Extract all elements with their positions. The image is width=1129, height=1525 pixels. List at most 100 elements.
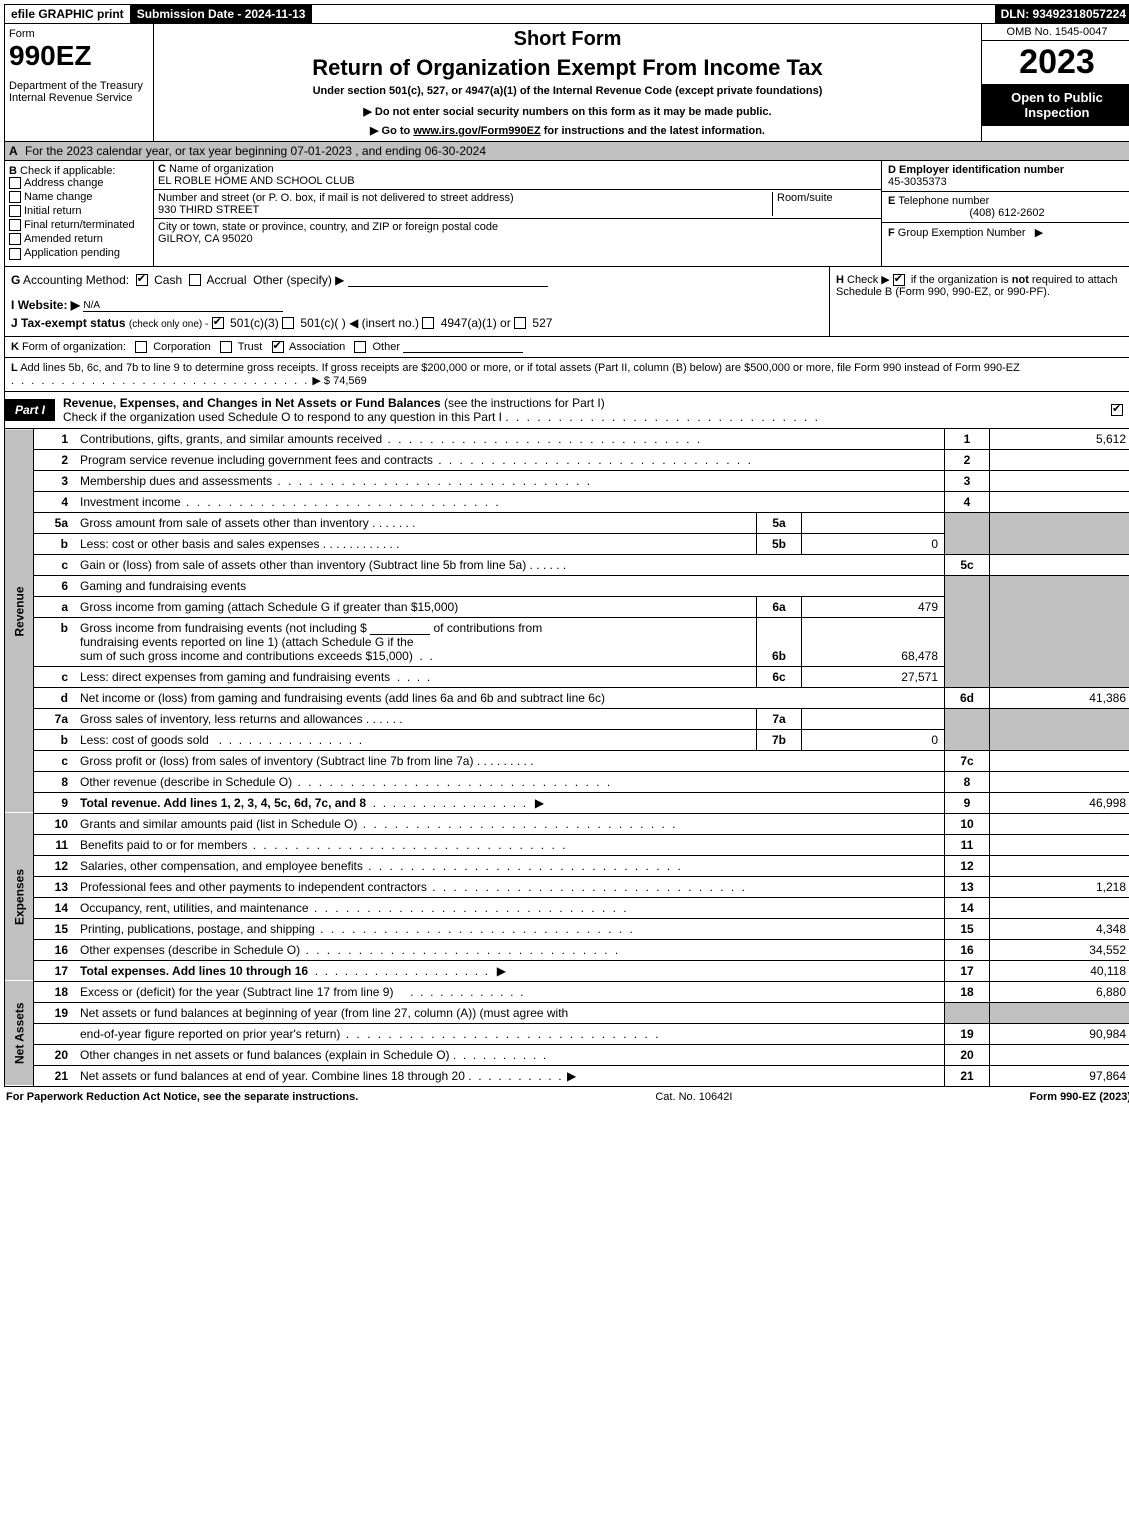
opt-address: Address change xyxy=(24,177,104,189)
l12-no: 12 xyxy=(34,855,75,876)
tax-year: 2023 xyxy=(982,41,1129,84)
row-a: A For the 2023 calendar year, or tax yea… xyxy=(4,142,1129,161)
l11-no: 11 xyxy=(34,834,75,855)
d-heading: Employer identification number xyxy=(899,164,1064,176)
line-5a: 5a Gross amount from sale of assets othe… xyxy=(5,512,1129,533)
l16-no: 16 xyxy=(34,939,75,960)
short-form-title: Short Form xyxy=(162,28,973,51)
l9-col: 9 xyxy=(945,792,990,813)
l15-val: 4,348 xyxy=(990,918,1129,939)
checkbox-part1-scho[interactable] xyxy=(1111,404,1123,416)
checkbox-name-change[interactable] xyxy=(9,191,21,203)
irs-link[interactable]: www.irs.gov/Form990EZ xyxy=(413,125,540,137)
l6b-desc-mid: of contributions from xyxy=(434,621,543,635)
checkbox-501c3[interactable] xyxy=(212,317,224,329)
opt-amended: Amended return xyxy=(24,233,103,245)
label-d: D xyxy=(888,164,896,176)
org-name: EL ROBLE HOME AND SCHOOL CLUB xyxy=(158,175,355,187)
dept-line-2: Internal Revenue Service xyxy=(9,92,149,104)
l21-desc: Net assets or fund balances at end of ye… xyxy=(80,1069,465,1083)
l20-no: 20 xyxy=(34,1044,75,1065)
page-footer: For Paperwork Reduction Act Notice, see … xyxy=(4,1087,1129,1103)
l3-dots xyxy=(272,474,592,488)
line-5c: c Gain or (loss) from sale of assets oth… xyxy=(5,554,1129,575)
l14-desc: Occupancy, rent, utilities, and maintena… xyxy=(80,901,309,915)
l5b-no: b xyxy=(34,533,75,554)
g-other-input[interactable] xyxy=(348,286,548,287)
l3-no: 3 xyxy=(34,470,75,491)
checkbox-4947[interactable] xyxy=(422,317,434,329)
l19-desc2: end-of-year figure reported on prior yea… xyxy=(80,1027,340,1041)
l8-col: 8 xyxy=(945,771,990,792)
l6d-no: d xyxy=(34,687,75,708)
omb-number: OMB No. 1545-0047 xyxy=(982,24,1129,41)
checkbox-527[interactable] xyxy=(514,317,526,329)
efile-label[interactable]: efile GRAPHIC print xyxy=(5,5,131,23)
checkbox-initial-return[interactable] xyxy=(9,205,21,217)
checkbox-amended[interactable] xyxy=(9,233,21,245)
line-7a: 7a Gross sales of inventory, less return… xyxy=(5,708,1129,729)
l19-no: 19 xyxy=(34,1002,75,1023)
line-9: 9 Total revenue. Add lines 1, 2, 3, 4, 5… xyxy=(5,792,1129,813)
g-accrual: Accrual xyxy=(206,273,246,287)
l13-val: 1,218 xyxy=(990,876,1129,897)
checkbox-h[interactable] xyxy=(893,274,905,286)
footer-right-yr: (2023) xyxy=(1096,1091,1129,1103)
l2-col: 2 xyxy=(945,449,990,470)
l14-no: 14 xyxy=(34,897,75,918)
checkbox-corp[interactable] xyxy=(135,341,147,353)
checkbox-other-org[interactable] xyxy=(354,341,366,353)
h-text2: if the organization is xyxy=(911,274,1009,286)
g-cash: Cash xyxy=(154,273,182,287)
l8-dots xyxy=(292,775,612,789)
row-k: K Form of organization: Corporation Trus… xyxy=(4,337,1129,358)
label-c: C xyxy=(158,163,166,175)
line-21: 21 Net assets or fund balances at end of… xyxy=(5,1065,1129,1086)
l7a-no: 7a xyxy=(34,708,75,729)
note2-post: for instructions and the latest informat… xyxy=(541,125,765,137)
part1-header: Part I Revenue, Expenses, and Changes in… xyxy=(4,392,1129,429)
checkbox-pending[interactable] xyxy=(9,248,21,260)
l6b-desc3: sum of such gross income and contributio… xyxy=(80,649,413,663)
l20-col: 20 xyxy=(945,1044,990,1065)
l1-val: 5,612 xyxy=(990,429,1129,450)
side-rev-gap xyxy=(5,792,34,813)
l12-dots xyxy=(363,859,683,873)
l11-dots xyxy=(247,838,567,852)
footer-cat: Cat. No. 10642I xyxy=(358,1091,1029,1103)
checkbox-assoc[interactable] xyxy=(272,341,284,353)
l12-val xyxy=(990,855,1129,876)
part1-dots xyxy=(505,410,820,424)
l6a-no: a xyxy=(34,596,75,617)
l16-val: 34,552 xyxy=(990,939,1129,960)
l7c-col: 7c xyxy=(945,750,990,771)
open-to-public: Open to Public Inspection xyxy=(982,84,1129,126)
checkbox-501c[interactable] xyxy=(282,317,294,329)
note-goto: ▶ Go to www.irs.gov/Form990EZ for instru… xyxy=(162,124,973,137)
line-20: 20 Other changes in net assets or fund b… xyxy=(5,1044,1129,1065)
l7ab-col-grey xyxy=(945,708,990,750)
k-other-input[interactable] xyxy=(403,352,523,353)
l6-no: 6 xyxy=(34,575,75,596)
header-left: Form 990EZ Department of the Treasury In… xyxy=(5,24,154,141)
checkbox-final-return[interactable] xyxy=(9,219,21,231)
l19-val: 90,984 xyxy=(990,1023,1129,1044)
note2-pre: ▶ Go to xyxy=(370,125,413,137)
l16-desc: Other expenses (describe in Schedule O) xyxy=(80,943,300,957)
l10-desc: Grants and similar amounts paid (list in… xyxy=(80,817,357,831)
checkbox-cash[interactable] xyxy=(136,274,148,286)
l5c-col: 5c xyxy=(945,554,990,575)
l9-desc: Total revenue. Add lines 1, 2, 3, 4, 5c,… xyxy=(80,796,366,810)
l10-col: 10 xyxy=(945,813,990,834)
l1-desc: Contributions, gifts, grants, and simila… xyxy=(80,432,382,446)
l11-col: 11 xyxy=(945,834,990,855)
checkbox-trust[interactable] xyxy=(220,341,232,353)
l21-no: 21 xyxy=(34,1065,75,1086)
l2-val xyxy=(990,449,1129,470)
l5a-mval xyxy=(802,512,945,533)
l10-dots xyxy=(357,817,677,831)
l6c-mval: 27,571 xyxy=(802,666,945,687)
checkbox-accrual[interactable] xyxy=(189,274,201,286)
checkbox-address-change[interactable] xyxy=(9,177,21,189)
l7b-mno: 7b xyxy=(757,729,802,750)
